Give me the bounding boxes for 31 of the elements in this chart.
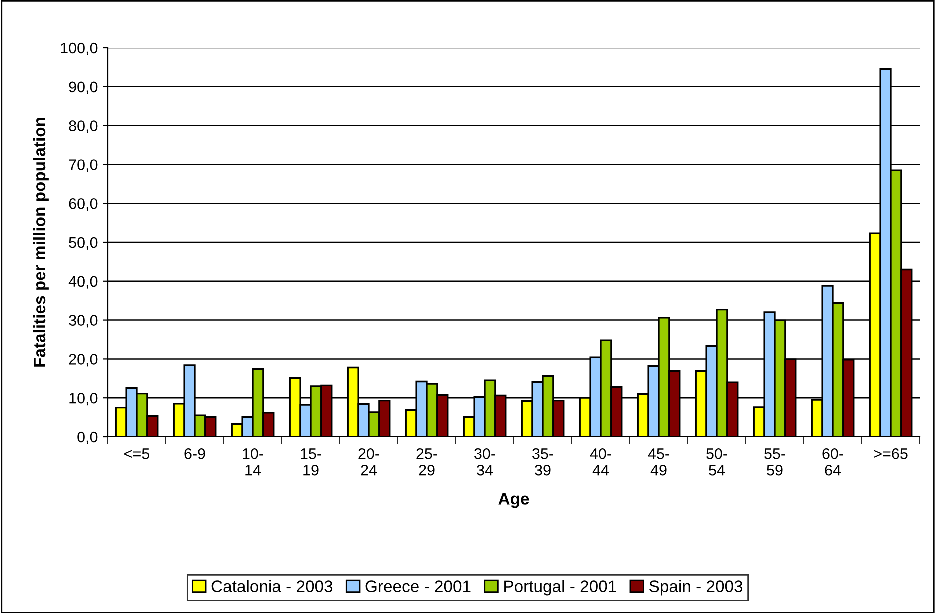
x-tick-label: 25- 29 <box>416 448 438 476</box>
y-tick-label: 20,0 <box>69 354 98 367</box>
y-tick-label: 50,0 <box>69 237 98 250</box>
x-tick-label: 6-9 <box>184 448 206 460</box>
x-tick-label: >=65 <box>874 448 908 460</box>
y-tick-label: 80,0 <box>69 120 98 134</box>
y-tick-label: 30,0 <box>69 315 98 328</box>
y-tick-label: 10,0 <box>70 392 98 406</box>
x-tick-label: 55- 59 <box>764 448 786 476</box>
x-tick-label: 30- 34 <box>474 448 496 476</box>
legend-label: Greece - 2001 <box>366 580 471 592</box>
y-tick-label: 100,0 <box>61 42 98 56</box>
x-axis-title: Age <box>498 493 530 508</box>
x-tick-label: <=5 <box>124 448 150 460</box>
y-axis-title: Fatalities per million population <box>33 118 49 367</box>
legend-label: Portugal - 2001 <box>504 580 616 596</box>
y-tick-label: 90,0 <box>69 82 98 94</box>
legend-label: Spain - 2003 <box>650 580 743 596</box>
y-tick-label: 70,0 <box>69 160 98 172</box>
legend-label: Catalonia - 2003 <box>212 580 333 592</box>
x-tick-label: 10- 14 <box>243 448 264 476</box>
x-tick-label: 60- 64 <box>822 448 844 476</box>
x-tick-label: 20- 24 <box>358 448 380 476</box>
x-tick-label: 35- 39 <box>532 448 554 476</box>
x-tick-label: 45- 49 <box>648 448 670 476</box>
y-tick-label: 40,0 <box>68 276 98 289</box>
x-tick-label: 40- 44 <box>590 448 612 476</box>
x-tick-label: 15- 19 <box>301 448 322 476</box>
y-tick-label: 0,0 <box>78 432 98 444</box>
x-tick-label: 50- 54 <box>706 448 728 476</box>
y-tick-label: 60,0 <box>69 198 98 212</box>
